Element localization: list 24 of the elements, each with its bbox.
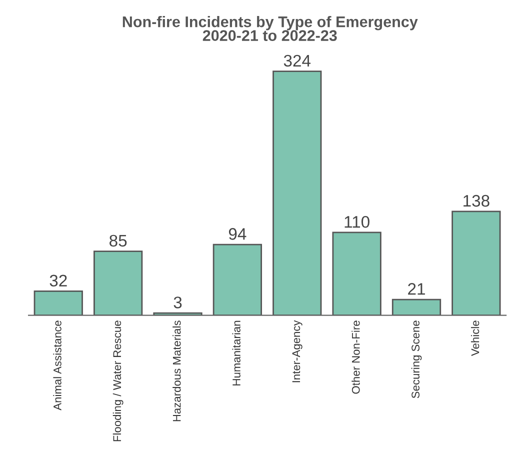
data-label: 94 <box>228 228 246 240</box>
x-tick-label: Flooding / Water Rescue <box>112 320 124 442</box>
bar <box>272 70 322 316</box>
chart-title: Non-fire Incidents by Type of Emergency 2020-21 to 2022-23 <box>122 16 418 41</box>
data-label: 324 <box>284 54 311 67</box>
x-tick-label: Hazardous Materials <box>172 320 181 422</box>
bar <box>452 210 501 316</box>
data-label: 21 <box>408 283 425 295</box>
bar <box>332 232 382 316</box>
bar <box>94 250 143 316</box>
x-tick-label: Vehicle <box>471 320 480 356</box>
bar <box>212 244 262 316</box>
data-label: 85 <box>110 234 127 247</box>
x-tick-label: Humanitarian <box>232 320 240 386</box>
x-tick-label: Inter-Agency <box>292 320 302 382</box>
x-tick-label: Securing Scene <box>411 320 422 398</box>
data-label: 3 <box>174 296 182 308</box>
data-label: 110 <box>344 216 370 228</box>
bar <box>34 290 83 316</box>
x-tick-label: Other Non-Fire <box>352 320 360 394</box>
data-label: 138 <box>464 194 490 207</box>
data-label: 32 <box>50 274 67 287</box>
x-tick-label: Animal Assistance <box>53 320 62 410</box>
bar <box>392 298 442 316</box>
